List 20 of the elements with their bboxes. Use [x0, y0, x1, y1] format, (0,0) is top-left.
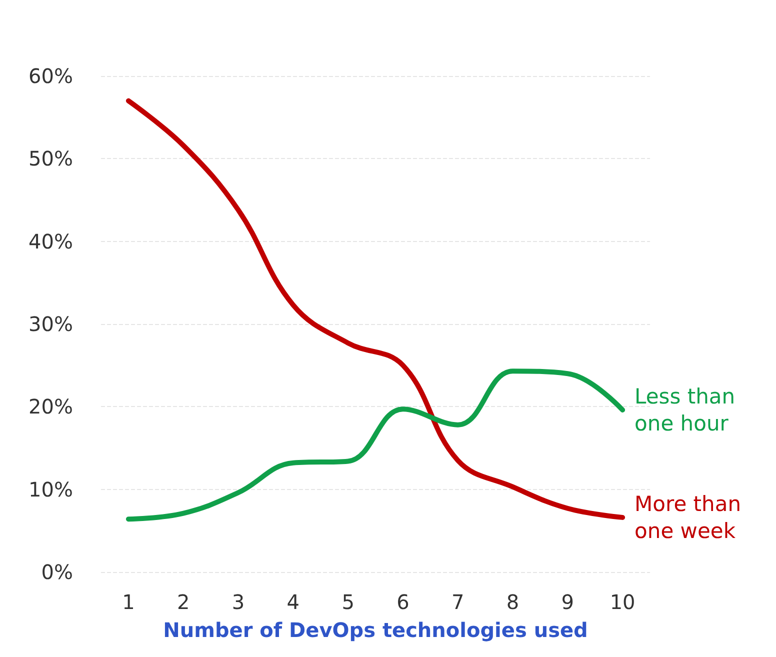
x-tick-label: 4	[286, 590, 300, 614]
series-label: More than one week	[634, 492, 748, 543]
y-tick-label: 20%	[28, 394, 73, 419]
x-tick-label: 3	[232, 590, 245, 614]
x-tick-label: 7	[451, 590, 464, 614]
x-tick-label: 8	[506, 590, 520, 614]
y-tick-label: 50%	[28, 146, 73, 171]
y-tick-label: 10%	[28, 477, 73, 502]
y-tick-label: 30%	[28, 312, 73, 336]
series-label: Less than one hour	[634, 384, 742, 436]
x-tick-label: 10	[610, 590, 636, 614]
x-tick-label: 5	[342, 590, 354, 614]
y-tick-label: 40%	[28, 229, 73, 254]
x-axis-title: Number of DevOps technologies used	[163, 618, 588, 642]
x-tick-label: 2	[176, 590, 190, 614]
x-tick-label: 9	[561, 590, 574, 614]
y-tick-label: 60%	[28, 64, 73, 88]
x-tick-label: 1	[122, 590, 135, 614]
x-tick-label: 6	[396, 590, 410, 614]
y-tick-label: 0%	[41, 560, 73, 584]
